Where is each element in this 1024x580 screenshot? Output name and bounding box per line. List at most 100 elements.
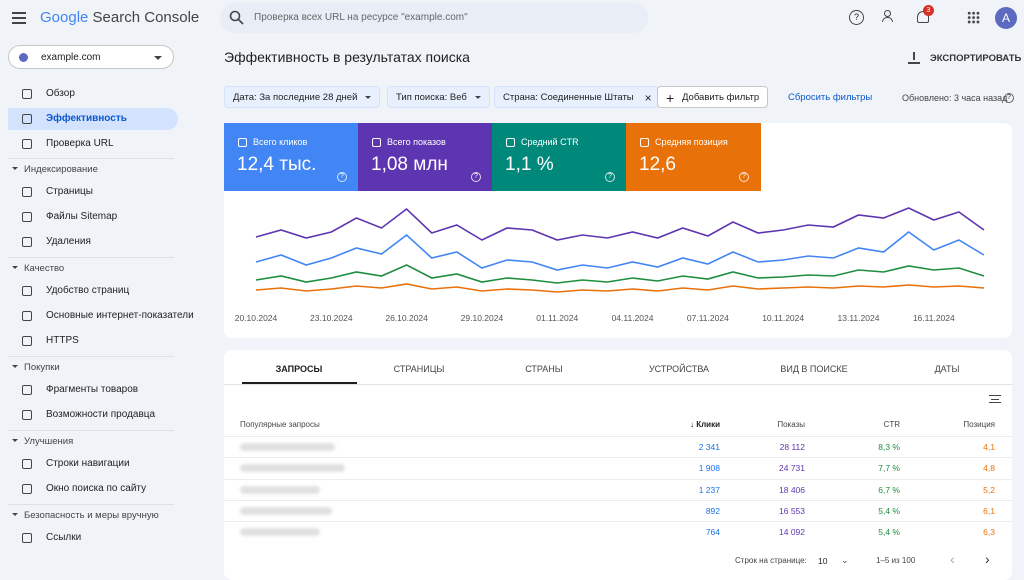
nav-section[interactable]: Безопасность и меры вручную <box>24 510 159 521</box>
filter-chip[interactable]: Тип поиска: Веб <box>387 86 490 108</box>
x-tick-label: 01.11.2024 <box>536 313 578 323</box>
nav-item[interactable]: Возможности продавца <box>8 404 178 426</box>
row-divider <box>224 436 1012 437</box>
users-button[interactable] <box>882 10 896 24</box>
metric-label: Средний CTR <box>521 137 579 147</box>
avatar[interactable]: A <box>995 7 1017 29</box>
nav-icon <box>22 286 32 296</box>
nav-item[interactable]: Обзор <box>8 83 178 105</box>
tab[interactable]: УСТРОЙСТВА <box>648 364 710 374</box>
table-cell: 6,7 % <box>878 484 900 495</box>
nav-section[interactable]: Покупки <box>24 362 60 373</box>
nav-divider <box>8 356 174 357</box>
export-button[interactable]: ЭКСПОРТИРОВАТЬ <box>930 53 1022 64</box>
dropdown-arrow[interactable] <box>474 96 481 102</box>
nav-label: Основные интернет-показатели <box>46 310 194 321</box>
nav-item[interactable]: Страницы <box>8 181 178 203</box>
search-box[interactable]: Проверка всех URL на ресурсе "example.co… <box>220 3 648 33</box>
updated-time: Обновлено: 3 часа назад <box>902 93 1008 103</box>
tab[interactable]: ВИД В ПОИСКЕ <box>780 364 848 374</box>
nav-icon <box>22 385 32 395</box>
remove-filter[interactable]: × <box>644 91 652 105</box>
next-page[interactable]: › <box>985 551 990 567</box>
column-header[interactable]: CTR <box>883 420 900 429</box>
metric-value: 1,08 млн <box>371 154 448 175</box>
nav-icon <box>22 89 32 99</box>
nav-item[interactable]: HTTPS <box>8 330 178 352</box>
blurred-query[interactable] <box>240 506 332 515</box>
tab[interactable]: ЗАПРОСЫ <box>275 364 323 374</box>
info-icon: ? <box>1004 93 1014 103</box>
section-arrow <box>12 167 18 173</box>
metric-card[interactable]: Средний CTR 1,1 %? <box>492 123 627 191</box>
logo[interactable]: Google Search Console <box>40 9 199 26</box>
nav-icon <box>22 187 32 197</box>
nav-icon <box>22 237 32 247</box>
nav-icon <box>22 459 32 469</box>
add-filter-button[interactable]: + Добавить фильтр <box>657 86 769 108</box>
filter-chip[interactable]: Дата: За последние 28 дней <box>224 86 381 108</box>
x-tick-label: 13.11.2024 <box>838 313 880 323</box>
series-line <box>255 264 985 284</box>
rows-per-page-select[interactable]: 10 <box>818 556 828 566</box>
metric-card[interactable]: Всего кликов 12,4 тыс.? <box>224 123 359 191</box>
menu-button[interactable] <box>12 12 26 24</box>
x-tick-label: 23.10.2024 <box>310 313 353 323</box>
logo-brand: Google <box>40 9 89 26</box>
apps-button[interactable] <box>967 11 980 24</box>
nav-item[interactable]: Ссылки <box>8 527 178 549</box>
nav-icon <box>22 114 32 124</box>
nav-icon <box>22 533 32 543</box>
nav-item[interactable]: Удаления <box>8 231 178 253</box>
table-cell: 5,4 % <box>878 505 900 516</box>
nav-label: Окно поиска по сайту <box>46 483 147 494</box>
nav-item[interactable]: Фрагменты товаров <box>8 379 178 401</box>
select-arrow[interactable]: ⌄ <box>841 555 849 565</box>
property-selector[interactable]: example.com <box>8 45 174 69</box>
tab[interactable]: СТРАНИЦЫ <box>393 364 445 374</box>
filter-rows-button[interactable] <box>989 395 1001 403</box>
nav-section[interactable]: Качество <box>24 263 65 274</box>
section-arrow <box>12 513 18 519</box>
blurred-query[interactable] <box>240 464 345 473</box>
metric-card[interactable]: Всего показов 1,08 млн? <box>358 123 493 191</box>
column-header[interactable]: Позиция <box>963 420 995 429</box>
nav-icon <box>22 212 32 222</box>
metric-card[interactable]: Средняя позиция 12,6? <box>626 123 761 191</box>
blurred-query[interactable] <box>240 485 320 494</box>
blurred-query[interactable] <box>240 443 335 451</box>
nav-section[interactable]: Улучшения <box>24 436 74 447</box>
x-tick-label: 29.10.2024 <box>461 313 504 323</box>
metric-checkbox <box>506 138 515 147</box>
tab[interactable]: СТРАНЫ <box>525 364 563 374</box>
nav-item[interactable]: Проверка URL <box>8 133 178 155</box>
table-cell: 4,1 <box>983 442 995 452</box>
metric-help: ? <box>739 172 749 182</box>
nav-item[interactable]: Строки навигации <box>8 453 178 475</box>
prev-page[interactable]: ‹ <box>950 551 955 567</box>
nav-item[interactable]: Эффективность <box>8 108 178 130</box>
nav-item[interactable]: Основные интернет-показатели <box>8 305 194 327</box>
row-divider <box>224 521 1012 523</box>
dropdown-arrow[interactable] <box>365 96 372 102</box>
column-header[interactable]: Популярные запросы <box>240 420 320 429</box>
help-button[interactable]: ? <box>849 10 864 25</box>
tab[interactable]: ДАТЫ <box>934 364 960 374</box>
nav-divider <box>8 504 174 505</box>
nav-item[interactable]: Окно поиска по сайту <box>8 478 178 500</box>
filter-chip[interactable]: Страна: Соединенные Штаты × <box>494 86 659 108</box>
column-header[interactable]: Показы <box>777 420 805 429</box>
nav-label: Файлы Sitemap <box>46 211 118 222</box>
row-divider <box>224 457 1012 459</box>
section-arrow <box>12 266 18 272</box>
blurred-query[interactable] <box>240 528 320 537</box>
reset-filters[interactable]: Сбросить фильтры <box>788 92 873 103</box>
page-title: Эффективность в результатах поиска <box>224 49 470 65</box>
nav-item[interactable]: Удобство страниц <box>8 280 178 302</box>
plus-icon: + <box>666 90 675 106</box>
column-header[interactable]: ↓ Клики <box>689 420 720 429</box>
nav-item[interactable]: Файлы Sitemap <box>8 206 178 228</box>
nav-divider <box>8 257 174 258</box>
nav-section[interactable]: Индексирование <box>24 164 98 175</box>
nav-label: HTTPS <box>46 335 79 346</box>
